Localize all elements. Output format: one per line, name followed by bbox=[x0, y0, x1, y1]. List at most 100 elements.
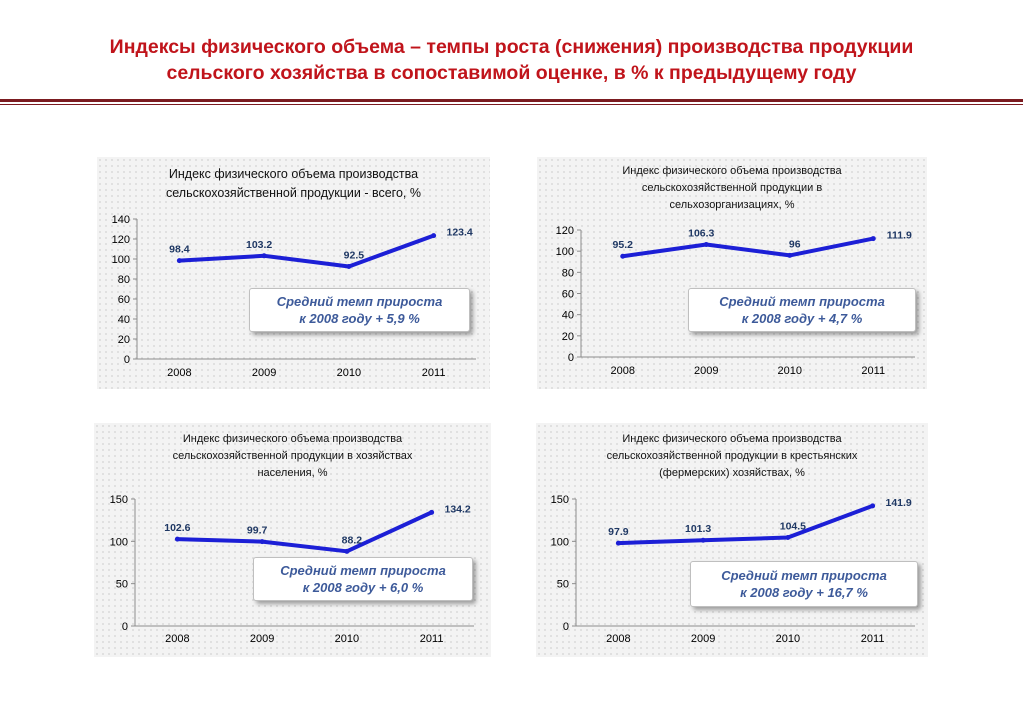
header-rule-thin bbox=[0, 104, 1023, 105]
data-label: 98.4 bbox=[169, 244, 190, 256]
y-tick-label: 0 bbox=[122, 621, 128, 633]
growth-note-line: к 2008 году + 6,0 % bbox=[302, 580, 424, 595]
growth-note-line: Средний темп прироста bbox=[280, 563, 446, 578]
x-tick-label: 2008 bbox=[611, 365, 635, 377]
chart-title-line: Индекс физического объема производства bbox=[168, 167, 419, 181]
growth-note: Средний темп прироста к 2008 году + 6,0 % bbox=[253, 557, 473, 601]
chart-plot: 0 50 100 150 2008 2009 2010 2011 102.6 99.7 88.2 13… bbox=[110, 494, 474, 645]
data-point bbox=[615, 540, 621, 546]
chart-plot: 0 20 40 60 80 100 120 2008 2009 2010 2011 95.2 106.3… bbox=[556, 225, 915, 377]
data-label: 123.4 bbox=[446, 227, 472, 239]
x-tick-label: 2009 bbox=[252, 367, 276, 379]
data-point bbox=[176, 258, 182, 264]
y-tick-label: 0 bbox=[124, 354, 130, 366]
chart-title: Индекс физического объема производства се… bbox=[120, 431, 465, 482]
y-tick-label: 140 bbox=[112, 214, 130, 226]
data-label: 103.2 bbox=[246, 239, 272, 251]
chart-title: Индекс физического объема производства се… bbox=[537, 431, 927, 482]
y-tick-label: 40 bbox=[562, 310, 574, 322]
data-label: 92.5 bbox=[344, 250, 365, 262]
data-point bbox=[431, 233, 437, 239]
data-label: 88.2 bbox=[342, 534, 363, 546]
chart-title: Индекс физического объема производства се… bbox=[537, 163, 927, 214]
y-tick-label: 120 bbox=[112, 234, 130, 246]
x-tick-label: 2010 bbox=[778, 365, 802, 377]
y-tick-label: 60 bbox=[118, 294, 130, 306]
y-tick-label: 0 bbox=[568, 352, 574, 364]
x-tick-label: 2008 bbox=[165, 633, 189, 645]
header-rule-thick bbox=[0, 99, 1023, 102]
chart-panel-3: Индекс физического объема производства се… bbox=[94, 423, 491, 657]
y-tick-label: 100 bbox=[551, 536, 569, 548]
y-tick-label: 100 bbox=[556, 246, 574, 258]
page-title-line-1: Индексы физического объема – темпы роста… bbox=[109, 36, 914, 58]
series-line bbox=[177, 233, 436, 269]
chart-title-line: сельскохозяйственной продукции в крестья… bbox=[606, 450, 858, 462]
chart-title-line: сельскохозяйственной продукции в хозяйст… bbox=[172, 450, 413, 462]
x-tick-label: 2011 bbox=[420, 633, 444, 645]
x-tick-label: 2011 bbox=[861, 633, 885, 645]
series-line bbox=[620, 236, 876, 259]
y-tick-label: 150 bbox=[551, 494, 569, 506]
chart-title-line: сельхозорганизациях, % bbox=[669, 199, 795, 211]
series-line bbox=[175, 510, 434, 554]
data-point bbox=[346, 264, 352, 269]
data-label: 106.3 bbox=[688, 227, 714, 239]
page-title: Индексы физического объема – темпы роста… bbox=[40, 34, 983, 86]
data-label: 102.6 bbox=[164, 522, 190, 534]
chart-title-line: сельскохозяйственной продукции - всего, … bbox=[166, 186, 421, 200]
x-tick-label: 2011 bbox=[861, 365, 885, 377]
y-tick-label: 80 bbox=[562, 267, 574, 279]
chart-title-line: сельскохозяйственной продукции в bbox=[641, 182, 823, 194]
growth-note-line: к 2008 году + 4,7 % bbox=[741, 311, 863, 326]
growth-note-line: Средний темп прироста bbox=[276, 294, 443, 309]
chart-panel-1: Индекс физического объема производства се… bbox=[97, 157, 490, 389]
y-tick-label: 50 bbox=[116, 579, 128, 591]
data-point bbox=[700, 537, 706, 543]
data-label: 99.7 bbox=[247, 525, 268, 537]
x-tick-label: 2008 bbox=[606, 633, 630, 645]
x-tick-label: 2010 bbox=[335, 633, 359, 645]
data-label: 97.9 bbox=[608, 526, 629, 538]
growth-note-line: Средний темп прироста bbox=[721, 568, 887, 583]
data-label: 141.9 bbox=[885, 497, 911, 509]
growth-note: Средний темп прироста к 2008 году + 4,7 % bbox=[688, 288, 916, 332]
data-point bbox=[870, 503, 876, 509]
page-title-line-2: сельского хозяйства в сопоставимой оценк… bbox=[166, 62, 857, 84]
growth-note-line: к 2008 году + 16,7 % bbox=[740, 585, 868, 600]
chart-panel-2: Индекс физического объема производства се… bbox=[537, 157, 927, 389]
data-label: 111.9 bbox=[887, 230, 912, 242]
chart-title-line: Индекс физического объема производства bbox=[182, 433, 403, 445]
y-tick-label: 100 bbox=[112, 254, 130, 266]
chart-plot: 0 50 100 150 2008 2009 2010 2011 97.9 101.3 104.5 1… bbox=[551, 494, 915, 645]
data-point bbox=[429, 509, 435, 515]
x-tick-label: 2009 bbox=[694, 365, 718, 377]
chart-panel-4: Индекс физического объема производства се… bbox=[536, 423, 928, 657]
y-tick-label: 100 bbox=[110, 536, 128, 548]
data-label: 96 bbox=[789, 238, 801, 250]
data-label: 95.2 bbox=[613, 239, 634, 251]
chart-title-line: Индекс физического объема производства bbox=[622, 165, 842, 177]
x-tick-label: 2009 bbox=[691, 633, 715, 645]
data-point bbox=[703, 241, 709, 247]
growth-note: Средний темп прироста к 2008 году + 16,7 … bbox=[690, 561, 918, 607]
y-tick-label: 20 bbox=[118, 334, 130, 346]
y-tick-label: 60 bbox=[562, 289, 574, 301]
y-tick-label: 0 bbox=[563, 621, 569, 633]
growth-note-line: к 2008 году + 5,9 % bbox=[299, 311, 420, 326]
y-tick-label: 80 bbox=[118, 274, 130, 286]
x-tick-label: 2008 bbox=[167, 367, 191, 379]
growth-note: Средний темп прироста к 2008 году + 5,9 % bbox=[249, 288, 470, 332]
chart-plot: 0 20 40 60 80 100 120 140 2008 2009 2010 2011 98.4 10… bbox=[112, 214, 476, 379]
x-tick-label: 2011 bbox=[422, 367, 446, 379]
data-point bbox=[344, 548, 350, 554]
data-label: 104.5 bbox=[780, 521, 806, 533]
growth-note-line: Средний темп прироста bbox=[719, 294, 885, 309]
y-tick-label: 150 bbox=[110, 494, 128, 506]
data-point bbox=[620, 253, 626, 259]
chart-title-line: Индекс физического объема производства bbox=[622, 433, 842, 445]
data-point bbox=[787, 252, 793, 258]
series-line bbox=[616, 503, 875, 546]
data-point bbox=[259, 539, 265, 545]
chart-title-line: (фермерских) хозяйствах, % bbox=[659, 467, 805, 479]
